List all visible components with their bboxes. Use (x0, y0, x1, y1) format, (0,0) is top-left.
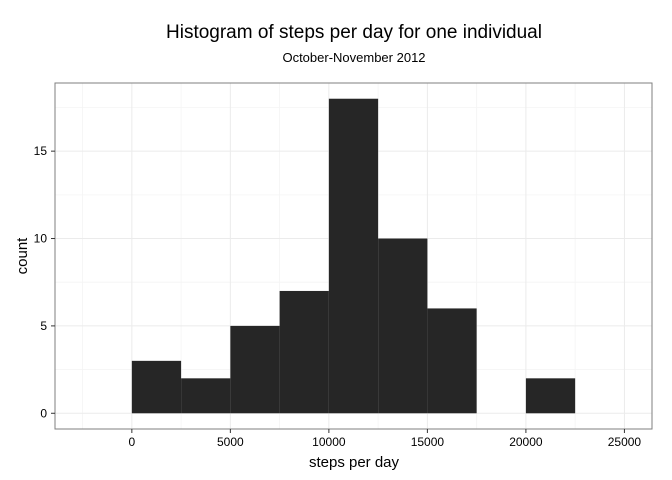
histogram-bar (131, 360, 182, 414)
histogram-bar (230, 325, 280, 414)
chart-subtitle: October-November 2012 (282, 50, 425, 65)
y-tick-label: 5 (40, 319, 47, 333)
histogram-bars (131, 98, 576, 414)
x-tick-label: 15000 (411, 435, 445, 449)
y-tick-label: 10 (34, 232, 48, 246)
histogram-bar (525, 378, 576, 414)
histogram-bar (427, 308, 477, 414)
x-tick-label: 10000 (312, 435, 346, 449)
histogram-bar (378, 238, 428, 414)
x-tick-label: 0 (128, 435, 135, 449)
x-tick-label: 25000 (608, 435, 642, 449)
histogram-bar (279, 290, 329, 414)
histogram-bar (328, 98, 379, 414)
y-tick-label: 15 (34, 144, 48, 158)
histogram-bar (181, 378, 231, 414)
panel-border (54, 82, 653, 430)
y-axis-title: count (14, 237, 31, 275)
x-tick-label: 20000 (509, 435, 543, 449)
chart-title: Histogram of steps per day for one indiv… (166, 22, 542, 43)
x-axis-ticks: 0 5000 10000 15000 20000 25000 (128, 429, 641, 449)
y-axis-ticks: 0 5 10 15 (34, 144, 55, 420)
x-axis-title: steps per day (309, 454, 400, 471)
x-tick-label: 5000 (217, 435, 244, 449)
y-tick-label: 0 (40, 406, 47, 420)
